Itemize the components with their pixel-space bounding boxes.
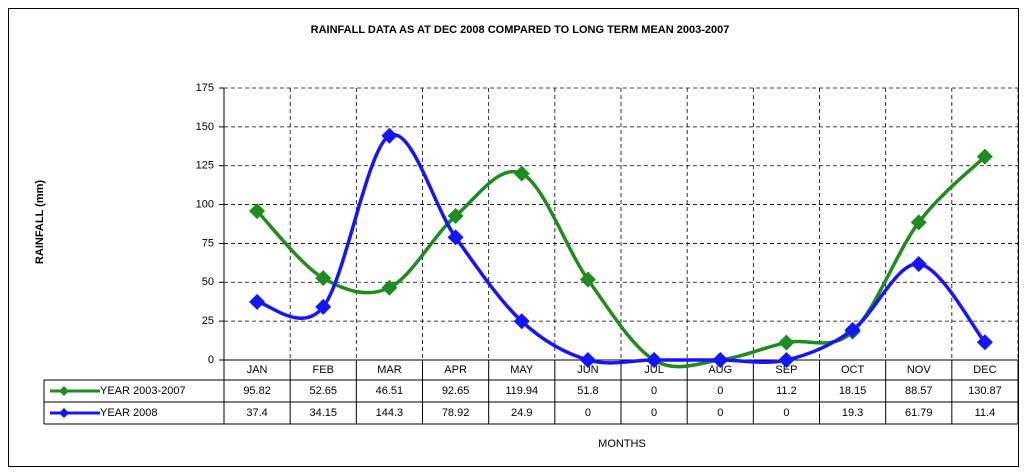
x-tick-label: FEB — [313, 364, 334, 376]
marker — [315, 298, 332, 315]
table-value: 18.15 — [839, 385, 867, 397]
table-value: 92.65 — [442, 385, 470, 397]
table-value: 11.4 — [975, 407, 996, 419]
chart-border — [8, 8, 1019, 467]
table-value: 78.92 — [442, 407, 470, 419]
table-value: 19.3 — [842, 407, 863, 419]
marker — [844, 322, 861, 339]
marker — [910, 255, 927, 272]
marker — [976, 148, 993, 165]
table-value: 0 — [717, 407, 723, 419]
table-value: 144.3 — [376, 407, 404, 419]
y-axis-label: RAINFALL (mm) — [34, 180, 46, 264]
table-value: 95.82 — [243, 385, 271, 397]
marker — [249, 203, 266, 220]
table-value: 0 — [717, 385, 723, 397]
x-axis-label: MONTHS — [598, 438, 646, 450]
table-value: 11.2 — [776, 385, 797, 397]
legend-label: YEAR 2003-2007 — [100, 385, 186, 397]
x-tick-label: JUL — [644, 364, 664, 376]
x-tick-label: MAR — [377, 364, 402, 376]
table-value: 88.57 — [905, 385, 933, 397]
marker — [315, 270, 332, 287]
y-tick-label: 150 — [196, 121, 214, 133]
table-value: 46.51 — [376, 385, 404, 397]
legend-label: YEAR 2008 — [100, 407, 157, 419]
x-tick-label: JUN — [577, 364, 598, 376]
marker — [381, 127, 398, 144]
table-value: 0 — [783, 407, 789, 419]
table-value: 0 — [651, 385, 657, 397]
chart-title: RAINFALL DATA AS AT DEC 2008 COMPARED TO… — [311, 24, 730, 36]
x-tick-label: DEC — [973, 364, 996, 376]
table-value: 37.4 — [246, 407, 267, 419]
marker — [579, 271, 596, 288]
marker — [778, 334, 795, 351]
x-tick-label: SEP — [775, 364, 797, 376]
marker — [910, 214, 927, 231]
table-value: 61.79 — [905, 407, 933, 419]
table-value: 34.15 — [309, 407, 337, 419]
marker — [447, 229, 464, 246]
y-tick-label: 75 — [202, 237, 214, 249]
x-tick-label: AUG — [708, 364, 732, 376]
table-value: 51.8 — [577, 385, 598, 397]
y-tick-label: 125 — [196, 160, 214, 172]
x-tick-label: JAN — [247, 364, 268, 376]
marker — [513, 313, 530, 330]
x-tick-label: OCT — [841, 364, 865, 376]
marker — [778, 352, 795, 368]
x-tick-label: MAY — [510, 364, 534, 376]
y-tick-label: 100 — [196, 198, 214, 210]
legend-marker — [59, 386, 69, 396]
marker — [976, 334, 993, 351]
x-tick-label: NOV — [907, 364, 932, 376]
marker — [579, 352, 596, 368]
marker — [712, 352, 729, 368]
y-tick-label: 50 — [202, 276, 214, 288]
x-tick-label: APR — [444, 364, 467, 376]
marker — [513, 165, 530, 182]
table-value: 130.87 — [968, 385, 1002, 397]
table-value: 0 — [651, 407, 657, 419]
legend-marker — [59, 408, 69, 418]
y-tick-label: 175 — [196, 82, 214, 94]
y-tick-label: 25 — [202, 315, 214, 327]
table-value: 24.9 — [511, 407, 532, 419]
marker — [646, 352, 663, 368]
table-value: 52.65 — [309, 385, 337, 397]
marker — [249, 293, 266, 310]
marker — [381, 279, 398, 296]
table-value: 119.94 — [505, 385, 538, 397]
table-value: 0 — [585, 407, 591, 419]
y-tick-label: 0 — [208, 354, 214, 366]
marker — [447, 207, 464, 224]
